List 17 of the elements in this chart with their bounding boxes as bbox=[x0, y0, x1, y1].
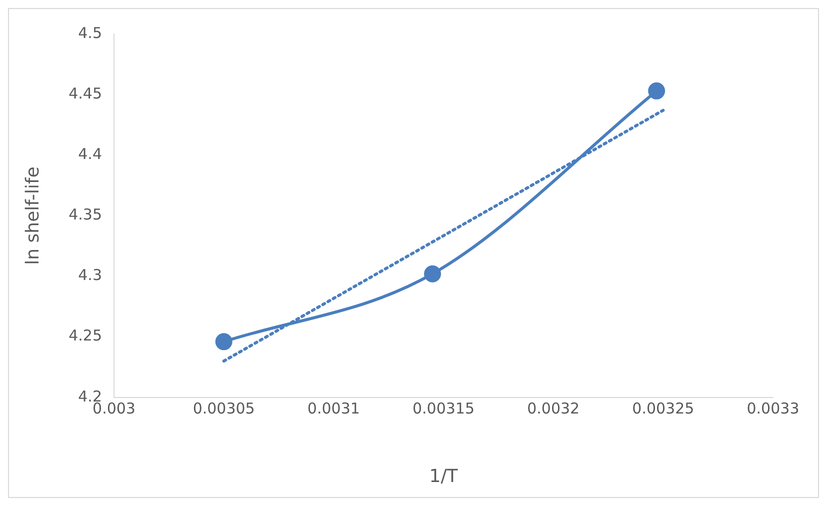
point bbox=[648, 82, 666, 100]
x-axis-title: 1/T bbox=[429, 466, 459, 487]
x-tick-label: 0.00325 bbox=[632, 399, 694, 418]
y-tick-label: 4.5 bbox=[78, 24, 102, 42]
y-axis-title: ln shelf-life bbox=[22, 166, 44, 265]
y-tick-label: 4.25 bbox=[68, 326, 102, 345]
point bbox=[424, 265, 442, 282]
x-tick-label: 0.0033 bbox=[746, 399, 800, 418]
y-tick-label: 4.4 bbox=[78, 145, 102, 164]
point bbox=[215, 333, 232, 350]
x-tick-label: 0.00305 bbox=[192, 399, 255, 418]
x-tick-label: 0.00315 bbox=[412, 399, 475, 418]
y-tick-label: 4.3 bbox=[78, 266, 102, 284]
y-tick-label: 4.35 bbox=[68, 206, 102, 224]
x-tick-label: 0.0032 bbox=[527, 399, 580, 418]
y-tick-label: 4.45 bbox=[68, 84, 102, 102]
x-tick-label: 0.0031 bbox=[307, 399, 360, 418]
